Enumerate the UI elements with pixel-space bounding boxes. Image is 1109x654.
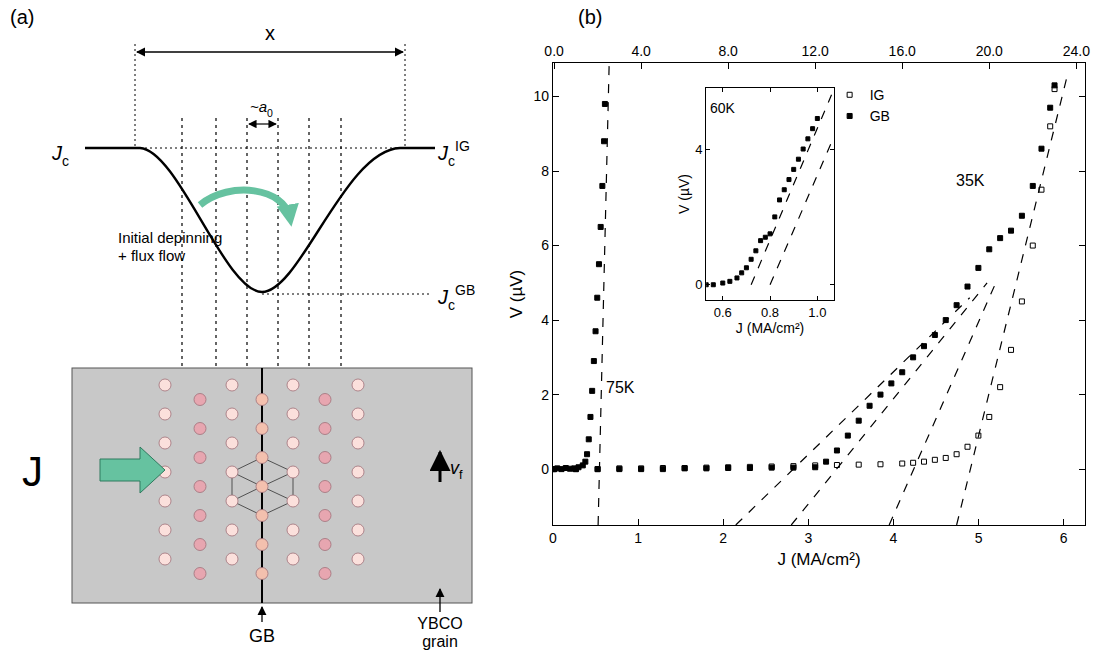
svg-text:0: 0 — [549, 530, 557, 546]
svg-text:GB: GB — [870, 108, 890, 124]
svg-text:grain: grain — [422, 633, 458, 650]
svg-text:1: 1 — [634, 530, 642, 546]
svg-text:0.0: 0.0 — [544, 43, 564, 59]
svg-text:2: 2 — [541, 387, 549, 403]
svg-text:24.0: 24.0 — [1063, 43, 1090, 59]
svg-text:2: 2 — [719, 530, 727, 546]
svg-text:1.0: 1.0 — [808, 305, 826, 320]
svg-text:x: x — [265, 22, 275, 44]
svg-text:0: 0 — [695, 277, 702, 292]
svg-text:+ flux flow: + flux flow — [118, 247, 185, 264]
svg-text:J (MA/cm²): J (MA/cm²) — [736, 320, 804, 336]
svg-text:4: 4 — [541, 312, 549, 328]
svg-text:(a): (a) — [10, 6, 34, 28]
svg-text:6: 6 — [541, 237, 549, 253]
svg-text:vf: vf — [450, 458, 463, 482]
svg-text:75K: 75K — [606, 379, 635, 396]
svg-text:35K: 35K — [956, 172, 985, 189]
svg-text:4.0: 4.0 — [631, 43, 651, 59]
svg-text:8.0: 8.0 — [718, 43, 738, 59]
svg-text:4: 4 — [890, 530, 898, 546]
svg-text:JcGB: JcGB — [437, 282, 475, 313]
svg-text:0.6: 0.6 — [714, 305, 732, 320]
svg-text:~a0: ~a0 — [250, 98, 273, 119]
svg-text:(b): (b) — [578, 6, 602, 28]
svg-text:8: 8 — [541, 163, 549, 179]
svg-text:Initial depinning: Initial depinning — [118, 229, 222, 246]
svg-text:JcIG: JcIG — [437, 138, 470, 169]
svg-text:YBCO: YBCO — [417, 615, 462, 632]
svg-text:6: 6 — [1060, 530, 1068, 546]
svg-text:16.0: 16.0 — [889, 43, 916, 59]
svg-text:5: 5 — [975, 530, 983, 546]
svg-text:GB: GB — [249, 626, 275, 646]
svg-text:J: J — [22, 448, 43, 495]
svg-text:V (µV): V (µV) — [507, 270, 526, 319]
svg-text:Jc: Jc — [51, 142, 69, 169]
svg-text:0.8: 0.8 — [761, 305, 779, 320]
svg-text:4: 4 — [695, 142, 702, 157]
svg-text:V (µV): V (µV) — [676, 174, 692, 214]
svg-text:12.0: 12.0 — [802, 43, 829, 59]
svg-text:60K: 60K — [710, 100, 736, 116]
svg-text:10: 10 — [533, 88, 549, 104]
svg-text:0: 0 — [541, 461, 549, 477]
svg-text:IG: IG — [870, 87, 885, 103]
svg-text:3: 3 — [804, 530, 812, 546]
svg-text:J (MA/cm²): J (MA/cm²) — [777, 550, 860, 569]
svg-text:20.0: 20.0 — [976, 43, 1003, 59]
